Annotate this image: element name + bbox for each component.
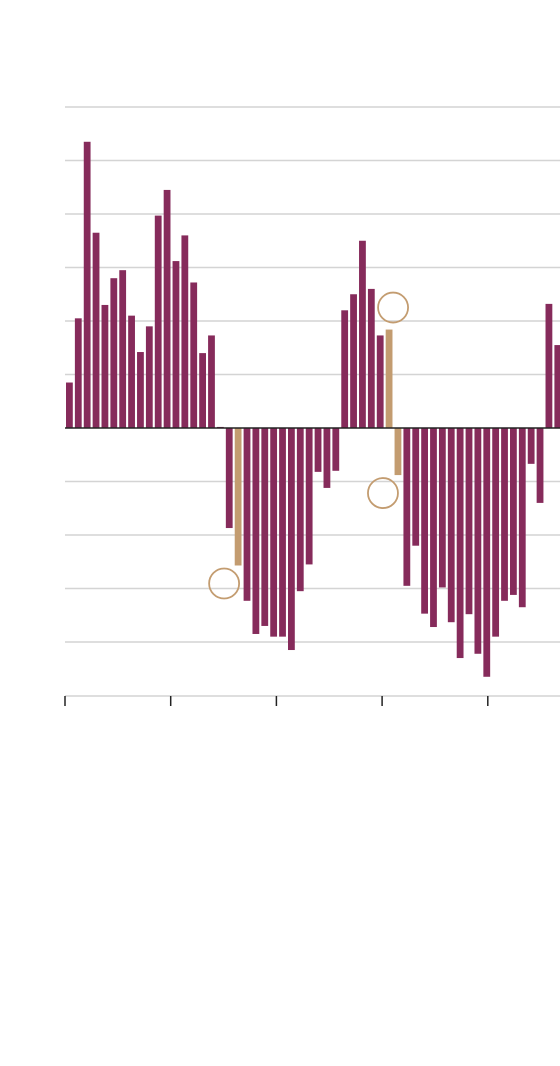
bar	[314, 428, 322, 472]
bar	[412, 428, 420, 546]
bar	[359, 240, 366, 428]
bar	[119, 270, 127, 428]
bar	[323, 428, 331, 488]
bar	[145, 326, 153, 428]
bar	[154, 215, 162, 428]
bar	[536, 428, 544, 503]
bar	[252, 428, 260, 634]
bar	[163, 189, 171, 428]
bar	[376, 335, 384, 428]
bars	[66, 141, 560, 677]
bar	[554, 345, 560, 428]
bar	[279, 428, 286, 637]
bar	[403, 428, 411, 586]
bar	[447, 428, 455, 623]
bar	[350, 294, 357, 428]
bar	[110, 278, 118, 428]
bar	[438, 428, 446, 588]
bar	[296, 428, 304, 592]
bar	[501, 428, 508, 601]
bar	[137, 352, 144, 428]
bar	[385, 329, 393, 428]
bar	[181, 235, 189, 428]
bar	[510, 428, 517, 595]
bar	[305, 428, 313, 565]
bar	[465, 428, 473, 615]
bar	[456, 428, 464, 659]
bar	[483, 428, 491, 677]
bar	[394, 428, 402, 476]
annotation-marker-circle	[377, 291, 409, 324]
bar	[421, 428, 428, 614]
bar	[234, 428, 242, 566]
bar	[430, 428, 437, 628]
bar	[208, 335, 215, 428]
bar	[128, 315, 135, 428]
bar	[492, 428, 500, 637]
bar	[199, 353, 206, 428]
x-axis	[64, 695, 560, 706]
bar	[92, 232, 100, 428]
bar	[74, 318, 82, 428]
bar	[101, 304, 109, 428]
bar	[261, 428, 269, 626]
bar	[172, 261, 180, 428]
bar	[270, 428, 278, 637]
bar	[527, 428, 535, 464]
bar	[341, 310, 349, 428]
bar	[332, 428, 340, 471]
bar	[367, 288, 375, 428]
bar	[83, 141, 91, 428]
bar	[190, 282, 198, 428]
bar	[474, 428, 482, 654]
bar	[243, 428, 251, 601]
gridlines	[65, 106, 560, 643]
annotation-markers	[208, 291, 409, 600]
bar	[545, 303, 553, 428]
annotation-marker-circle	[367, 477, 399, 509]
bar	[518, 428, 526, 608]
annotation-marker-circle	[208, 567, 241, 600]
bar	[288, 428, 295, 651]
bar	[225, 428, 233, 529]
bar	[66, 382, 73, 428]
